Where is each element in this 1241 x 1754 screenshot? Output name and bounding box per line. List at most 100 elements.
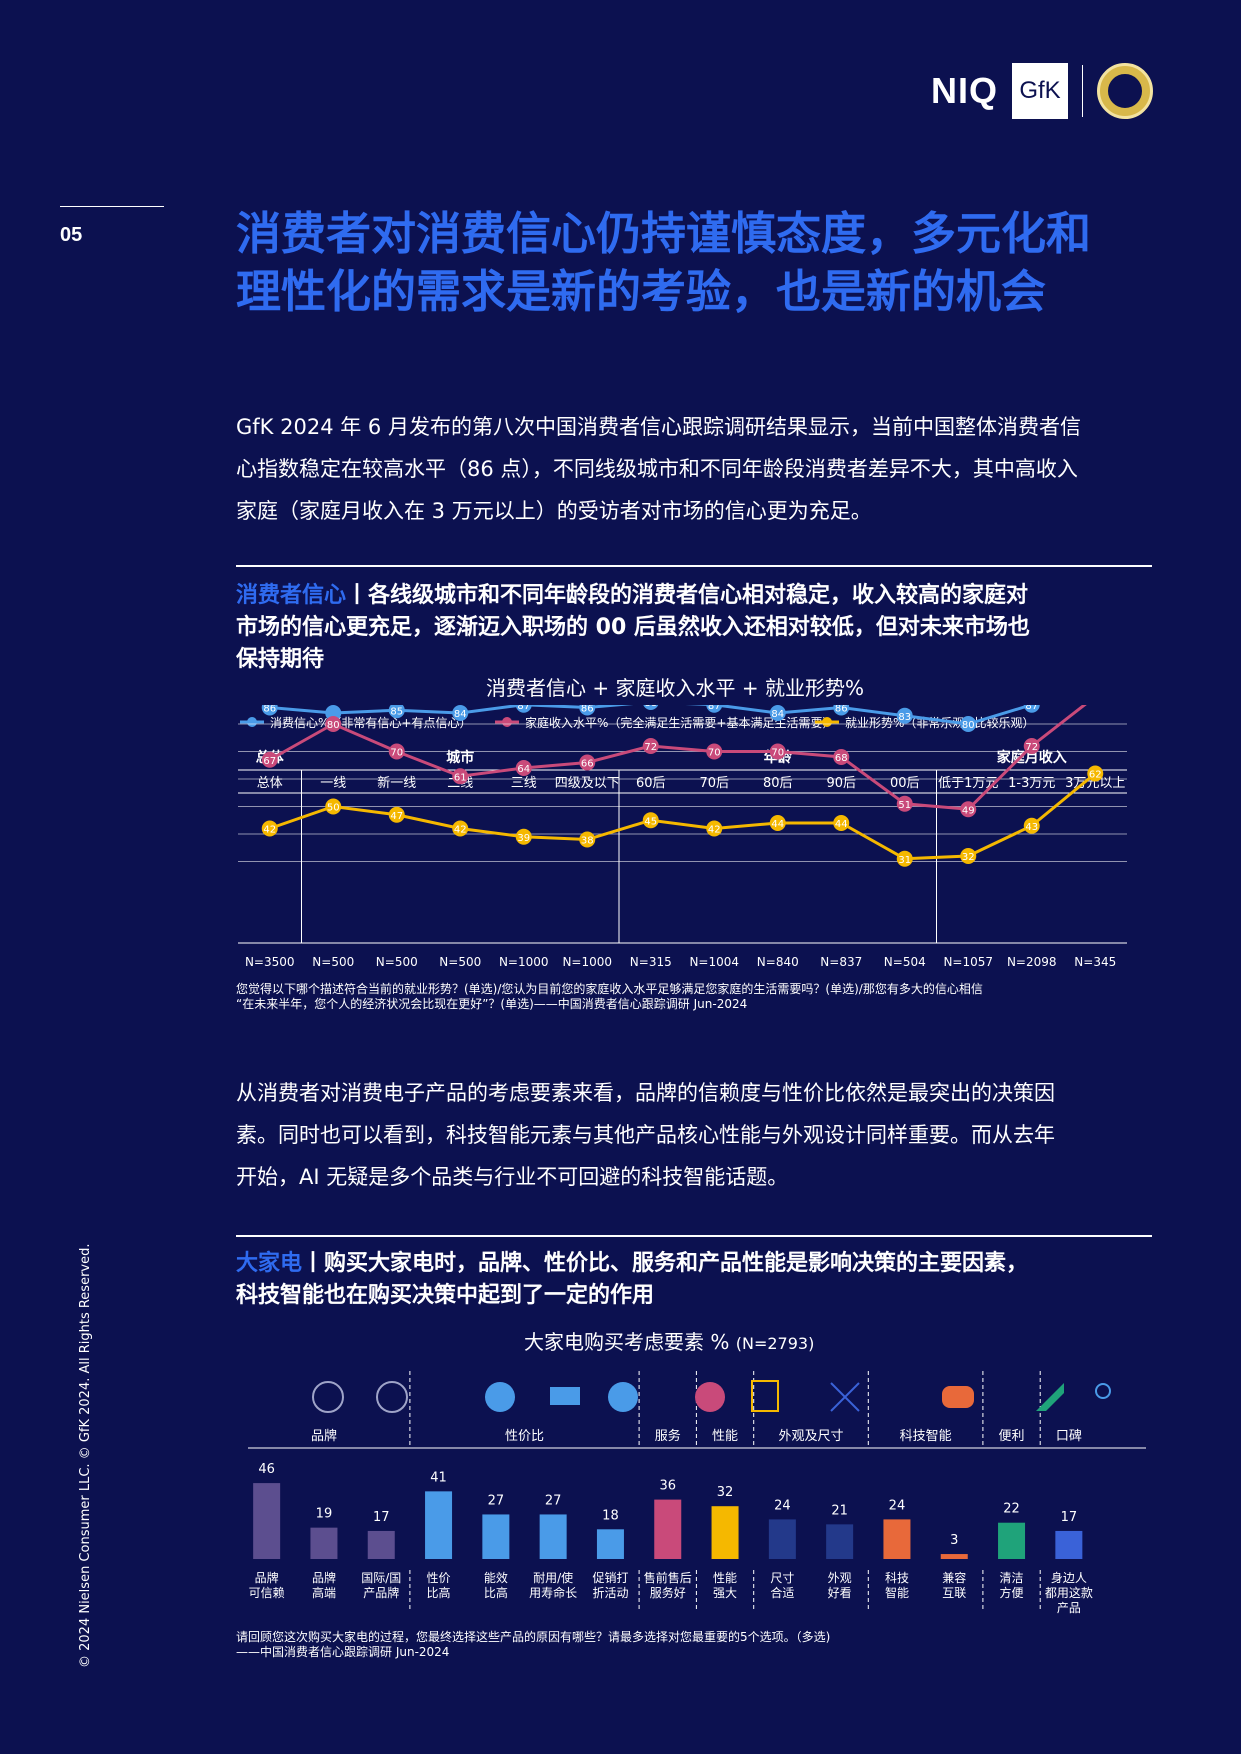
data-label: 88 [644,705,657,709]
data-point [896,707,913,724]
data-label: 42 [263,825,276,836]
category-label: 三线 [511,776,537,791]
shopping-cart-icon [550,1387,580,1405]
data-label: 38 [581,836,594,847]
data-point [515,828,532,845]
paragraph-line: 开始，AI 无疑是多个品类与行业不可回避的科技智能话题。 [236,1165,789,1189]
data-point [388,705,405,719]
data-label: 80 [327,720,340,731]
data-point [452,705,469,721]
paragraph-line: 从消费者对消费电子产品的考虑要素来看，品牌的信赖度与性价比依然是最突出的决策因 [236,1081,1055,1105]
performance-chip-icon [751,1380,779,1412]
sample-size-label: N=840 [757,955,799,969]
group-label: 科技智能 [900,1429,952,1444]
data-label: 49 [962,805,975,816]
note-line: ——中国消费者信心跟踪调研 Jun-2024 [236,1645,450,1659]
bar [654,1499,682,1559]
data-label: 31 [898,855,911,866]
data-point [706,743,723,760]
bar-value-label: 19 [316,1507,333,1522]
sample-size-label: N=1000 [562,955,612,969]
data-label: 66 [581,759,594,770]
data-point [261,705,278,716]
sample-size-label: N=1004 [689,955,739,969]
header-logos: NIQ GfK [931,62,1153,120]
gfk-logo: GfK [1012,63,1068,119]
shopping-cart-icon-shape [550,1387,580,1405]
robot-icon-shape [942,1386,974,1408]
bar-value-label: 24 [774,1498,791,1513]
data-label: 84 [771,709,784,720]
data-point [261,820,278,837]
data-label: 86 [835,705,848,715]
legend-label: 家庭收入水平%（完全满足生活需要+基本满足生活需要） [525,715,834,730]
category-label: 产品 [1057,1601,1081,1615]
sample-size-label: N=2098 [1007,955,1057,969]
data-label: 87 [517,705,530,712]
24h-service-icon [695,1382,725,1412]
group-label: 口碑 [1056,1428,1082,1444]
data-label: 42 [454,825,467,836]
sale-tag-icon [485,1382,515,1412]
bar [253,1483,281,1559]
category-label: 产品牌 [363,1586,399,1600]
bar-value-label: 17 [373,1510,390,1525]
bar-chart-sample-size: (N=2793) [735,1334,815,1353]
category-label: 80后 [763,776,793,791]
category-label: 四级及以下 [555,776,620,791]
data-label: 84 [454,709,467,720]
title-line: 消费者对消费信心仍持谨慎态度，多元化和 [236,207,1092,260]
category-label: 比高 [484,1585,508,1600]
data-point [261,751,278,768]
data-point [642,738,659,754]
gfk-seal-logo [1097,63,1153,119]
category-label: 总体 [257,776,283,791]
data-point [515,705,532,713]
data-point [1023,817,1040,834]
category-label: 售前售后 [644,1570,692,1585]
data-point [388,806,405,823]
data-label: 61 [454,772,467,783]
expand-arrows-icon [830,1382,860,1412]
data-point [769,743,786,760]
legend-swatch-marker [822,717,832,727]
data-point [1023,738,1040,754]
award-icon-shape [312,1381,344,1413]
expand-arrows-icon-shape [830,1382,860,1412]
category-label: 科技 [885,1571,909,1585]
line-chart-title: 消费者信心 + 家庭收入水平 + 就业形势% [486,676,864,700]
category-label: 1-3万元 [1008,776,1055,791]
24h-service-icon-shape [695,1382,725,1412]
headline-line: 科技智能也在购买决策中起到了一定的作用 [236,1283,655,1308]
sample-size-label: N=500 [312,955,354,969]
category-label: 服务好 [650,1585,686,1600]
category-label: 耐用/使 [533,1570,573,1585]
data-point [579,705,596,716]
data-point [325,798,342,815]
chart-source-note: 请回顾您这次购买大家电的过程，您最终选择这些产品的原因有哪些？请最多选择对您最重… [236,1630,1156,1660]
paragraph-line: 家庭（家庭月收入在 3 万元以上）的受访者对市场的信心更为充足。 [236,499,872,523]
data-label: 80 [962,720,975,731]
data-label: 70 [390,748,403,759]
data-label: 70 [771,748,784,759]
category-label: 合适 [770,1585,794,1600]
sample-size-label: N=3500 [245,955,295,969]
sample-size-label: N=1057 [943,955,993,969]
category-label: 90后 [826,776,856,791]
section-label: 大家电 [236,1251,303,1276]
page-number-rule [60,206,164,207]
category-label: 一线 [320,776,346,791]
page-title: 消费者对消费信心仍持谨慎态度，多元化和 理性化的需求是新的考验，也是新的机会 [236,205,1156,321]
sample-size-label: N=345 [1074,955,1116,969]
category-label: 智能 [885,1585,909,1600]
group-label: 服务 [655,1428,681,1444]
paragraph-line: 素。同时也可以看到，科技智能元素与其他产品核心性能与外观设计同样重要。而从去年 [236,1123,1055,1147]
category-label: 都用这款 [1045,1585,1093,1600]
chart-source-note: 您觉得以下哪个描述符合当前的就业形势？(单选)/您认为目前您的家庭收入水平足够满… [236,982,1156,1012]
sample-size-label: N=500 [376,955,418,969]
data-label: 68 [835,753,848,764]
bar [310,1527,338,1559]
category-label: 性能 [713,1571,737,1585]
data-point [1023,705,1040,713]
legend-swatch-marker [247,717,257,727]
